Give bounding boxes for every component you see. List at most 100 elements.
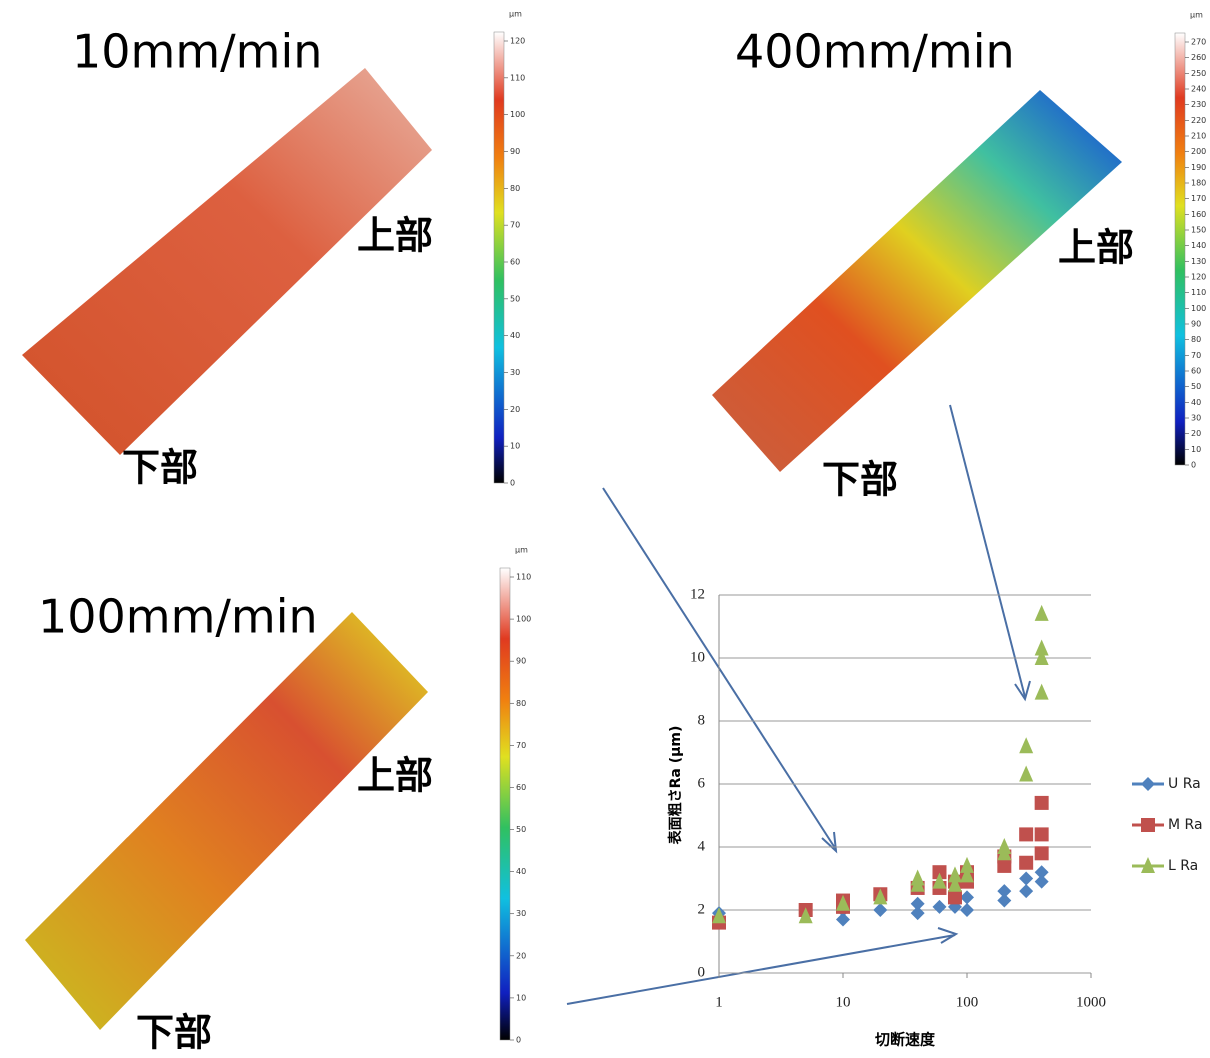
panels: 10mm/min上部下部µm01020304050607080901001101… xyxy=(38,10,1206,1055)
colorbar-tick-label: 50 xyxy=(510,294,520,303)
legend-label: M Ra xyxy=(1168,817,1203,833)
y-tick-label: 10 xyxy=(690,649,705,665)
marker-triangle xyxy=(910,869,925,886)
colorbar-tick-label: 20 xyxy=(516,951,526,960)
marker-diamond xyxy=(1034,874,1049,889)
y-axis-label: 表面粗さRa (µm) xyxy=(667,726,684,846)
x-tick-label: 100 xyxy=(956,994,979,1010)
colorbar-tick-label: 210 xyxy=(1191,132,1206,141)
colorbar-tick-label: 250 xyxy=(1191,69,1206,78)
colorbar-tick-label: 130 xyxy=(1191,257,1206,266)
panel-title: 100mm/min xyxy=(38,590,318,644)
y-tick-label: 12 xyxy=(690,586,705,602)
colorbar-tick-label: 40 xyxy=(510,331,520,340)
colorbar-tick-label: 10 xyxy=(516,993,526,1002)
marker-diamond xyxy=(1141,777,1155,791)
marker-square xyxy=(1019,855,1034,870)
y-tick-label: 0 xyxy=(698,964,706,980)
bottom-label: 下部 xyxy=(822,458,898,502)
colorbar-tick-label: 40 xyxy=(1191,398,1201,407)
colorbar-tick-label: 200 xyxy=(1191,147,1206,156)
colorbar-tick-label: 90 xyxy=(510,147,520,156)
marker-triangle xyxy=(712,907,726,924)
marker-square xyxy=(1034,846,1049,861)
colorbar-tick-label: 60 xyxy=(516,783,526,792)
colorbar-tick-label: 230 xyxy=(1191,100,1206,109)
colorbar-tick-label: 20 xyxy=(1191,429,1201,438)
marker-square xyxy=(947,890,962,905)
surface-10 xyxy=(22,68,432,455)
colorbar-tick-label: 50 xyxy=(516,825,526,834)
x-tick-label: 1000 xyxy=(1076,994,1106,1010)
panel-title: 400mm/min xyxy=(735,25,1015,79)
colorbar-unit: µm xyxy=(515,546,528,555)
marker-square xyxy=(1034,827,1049,842)
marker-square xyxy=(1141,818,1155,832)
colorbar-tick-label: 270 xyxy=(1191,38,1206,47)
top-label: 上部 xyxy=(357,754,433,798)
y-tick-label: 2 xyxy=(698,901,706,917)
colorbar-tick-label: 70 xyxy=(516,741,526,750)
marker-triangle xyxy=(960,866,974,883)
colorbar-tick-label: 0 xyxy=(510,479,515,488)
colorbar-tick-label: 60 xyxy=(1191,367,1201,376)
colorbar-tick-label: 0 xyxy=(1191,461,1196,470)
marker-triangle xyxy=(960,856,974,873)
y-tick-label: 4 xyxy=(698,838,706,854)
marker-diamond xyxy=(960,890,974,905)
colorbar-tick-label: 140 xyxy=(1191,241,1206,250)
colorbar-tick-label: 180 xyxy=(1191,179,1206,188)
marker-triangle xyxy=(1141,857,1155,873)
colorbar-tick-label: 70 xyxy=(1191,351,1201,360)
bottom-label: 下部 xyxy=(136,1011,212,1055)
colorbar-tick-label: 60 xyxy=(510,258,520,267)
colorbar-tick-label: 20 xyxy=(510,405,520,414)
colorbar xyxy=(1174,32,1186,466)
arrows xyxy=(566,404,1031,1005)
marker-triangle xyxy=(1019,765,1034,782)
colorbar-tick-label: 260 xyxy=(1191,53,1206,62)
top-label: 上部 xyxy=(1058,226,1134,270)
marker-diamond xyxy=(873,903,888,917)
marker-triangle xyxy=(932,872,947,889)
colorbar xyxy=(499,567,511,1041)
colorbar-tick-label: 160 xyxy=(1191,210,1206,219)
surface-100 xyxy=(25,612,428,1030)
colorbar-tick-label: 150 xyxy=(1191,226,1206,235)
marker-triangle xyxy=(873,888,888,905)
x-axis-label: 切断速度 xyxy=(875,1031,936,1049)
colorbar-tick-label: 10 xyxy=(1191,445,1201,454)
marker-triangle xyxy=(997,838,1012,854)
marker-diamond xyxy=(1019,871,1034,886)
colorbar xyxy=(493,31,505,484)
legend-label: U Ra xyxy=(1168,776,1201,792)
colorbar-tick-label: 110 xyxy=(510,73,525,82)
marker-triangle xyxy=(836,894,850,911)
marker-diamond xyxy=(1034,865,1049,880)
marker-diamond xyxy=(1019,884,1034,899)
panel-title: 10mm/min xyxy=(72,25,322,79)
colorbar-tick-label: 220 xyxy=(1191,116,1206,125)
top-label: 上部 xyxy=(357,214,433,258)
marker-triangle xyxy=(1034,639,1049,656)
marker-diamond xyxy=(910,906,925,921)
colorbar-unit: µm xyxy=(509,10,522,19)
colorbar-tick-label: 40 xyxy=(516,867,526,876)
colorbar-tick-label: 80 xyxy=(510,184,520,193)
marker-triangle xyxy=(1019,737,1034,754)
marker-diamond xyxy=(836,912,850,927)
colorbar-tick-label: 190 xyxy=(1191,163,1206,172)
marker-diamond xyxy=(960,903,974,917)
marker-triangle xyxy=(947,875,962,892)
colorbar-tick-label: 90 xyxy=(1191,320,1201,329)
colorbar-tick-label: 30 xyxy=(510,368,520,377)
legend-label: L Ra xyxy=(1168,858,1198,874)
chart: 0 2 4 6 8 10 12 1 10 100 1000 切断速度 表面粗さRa (µm) U Ra M … xyxy=(667,586,1203,1048)
x-tick-label: 10 xyxy=(836,994,851,1010)
colorbar-tick-label: 50 xyxy=(1191,382,1201,391)
colorbar-tick-label: 30 xyxy=(1191,414,1201,423)
y-tick-label: 6 xyxy=(698,775,706,791)
colorbar-tick-label: 120 xyxy=(510,37,525,46)
colorbar-tick-label: 170 xyxy=(1191,194,1206,203)
